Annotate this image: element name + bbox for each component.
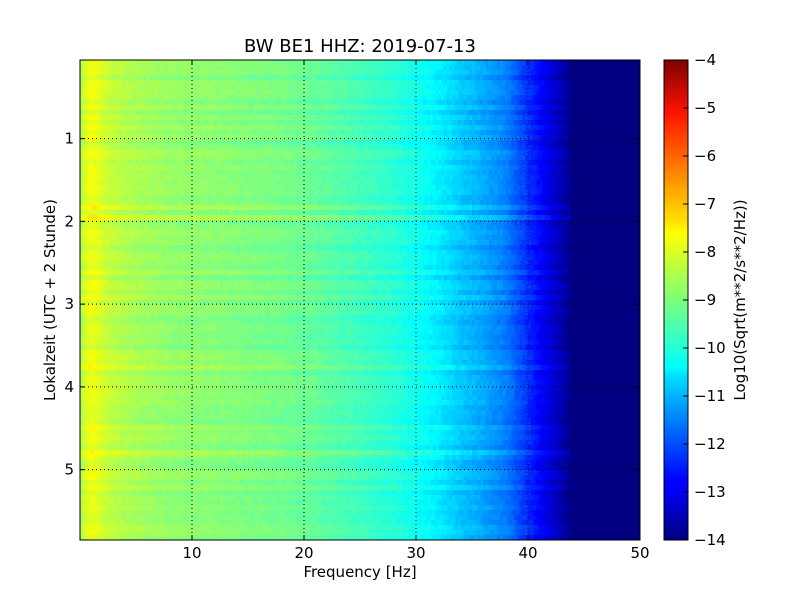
heatmap-cells xyxy=(80,60,641,541)
chart-title: BW BE1 HHZ: 2019-07-13 xyxy=(244,36,476,57)
